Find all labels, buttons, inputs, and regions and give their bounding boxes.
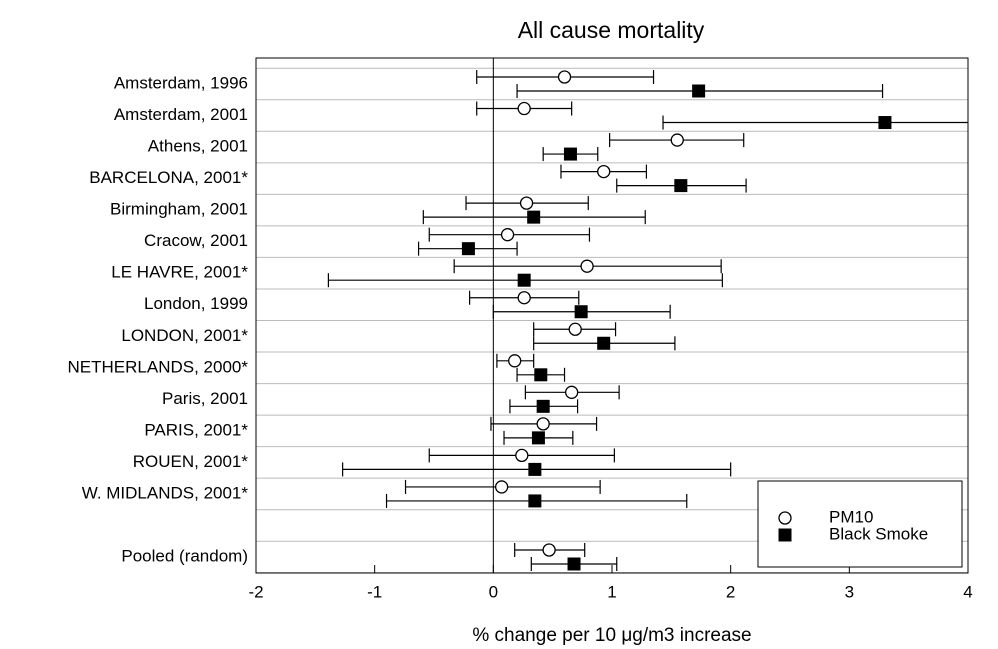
point-estimate bbox=[542, 543, 556, 557]
point-estimate bbox=[568, 322, 582, 336]
plot-area bbox=[255, 57, 969, 574]
x-tick-label: -1 bbox=[367, 582, 382, 601]
category-label: Athens, 2001 bbox=[148, 137, 248, 156]
point-estimate bbox=[519, 196, 534, 210]
x-tick-label: -2 bbox=[248, 582, 263, 601]
x-tick-label: 1 bbox=[607, 582, 616, 601]
point-estimate bbox=[597, 164, 611, 179]
category-label: Paris, 2001 bbox=[162, 389, 248, 408]
point-estimate bbox=[528, 462, 542, 476]
x-tick-label: 2 bbox=[726, 582, 735, 601]
category-label: Pooled (random) bbox=[121, 546, 248, 565]
category-label: LONDON, 2001* bbox=[121, 326, 248, 345]
x-tick-label: 3 bbox=[845, 582, 854, 601]
point-estimate bbox=[536, 417, 550, 431]
point-estimate bbox=[597, 336, 611, 350]
x-axis-title: % change per 10 μg/m3 increase bbox=[472, 625, 751, 646]
legend-label: PM10 bbox=[829, 507, 873, 526]
point-estimate bbox=[563, 147, 577, 161]
point-estimate bbox=[574, 305, 588, 319]
point-estimate bbox=[508, 354, 522, 368]
category-label: W. MIDLANDS, 2001* bbox=[82, 483, 249, 502]
category-label: LE HAVRE, 2001* bbox=[111, 263, 248, 282]
point-estimate bbox=[494, 480, 509, 494]
point-estimate bbox=[517, 101, 531, 116]
category-label: BARCELONA, 2001* bbox=[89, 168, 248, 187]
point-estimate bbox=[692, 84, 706, 98]
legend-marker bbox=[778, 511, 792, 525]
point-estimate bbox=[528, 494, 542, 508]
category-label: NETHERLANDS, 2000* bbox=[68, 357, 249, 376]
point-estimate bbox=[531, 431, 545, 445]
point-estimate bbox=[670, 133, 684, 147]
point-estimate bbox=[565, 385, 579, 399]
point-estimate bbox=[500, 228, 515, 242]
category-label: PARIS, 2001* bbox=[144, 420, 248, 439]
point-estimate bbox=[534, 368, 548, 382]
legend-marker bbox=[778, 528, 792, 542]
point-estimate bbox=[517, 273, 531, 287]
category-label: Birmingham, 2001 bbox=[110, 200, 248, 219]
point-estimate bbox=[674, 179, 688, 193]
category-label: London, 1999 bbox=[144, 294, 248, 313]
x-tick-label: 4 bbox=[963, 582, 972, 601]
series-layer bbox=[327, 70, 968, 571]
point-estimate bbox=[567, 557, 581, 571]
point-estimate bbox=[878, 116, 892, 130]
category-label: Amsterdam, 2001 bbox=[114, 105, 248, 124]
point-estimate bbox=[580, 259, 594, 273]
point-estimate bbox=[515, 448, 529, 463]
point-estimate bbox=[536, 399, 550, 413]
chart-title: All cause mortality bbox=[518, 17, 705, 43]
category-label: ROUEN, 2001* bbox=[133, 452, 249, 471]
legend-label: Black Smoke bbox=[829, 524, 928, 543]
point-estimate bbox=[527, 210, 541, 224]
point-estimate bbox=[461, 242, 475, 256]
legend-box bbox=[757, 480, 963, 568]
category-label: Amsterdam, 1996 bbox=[114, 73, 248, 92]
category-label: Cracow, 2001 bbox=[144, 231, 248, 250]
point-estimate bbox=[557, 70, 572, 84]
x-tick-label: 0 bbox=[489, 582, 498, 601]
point-estimate bbox=[517, 291, 531, 305]
